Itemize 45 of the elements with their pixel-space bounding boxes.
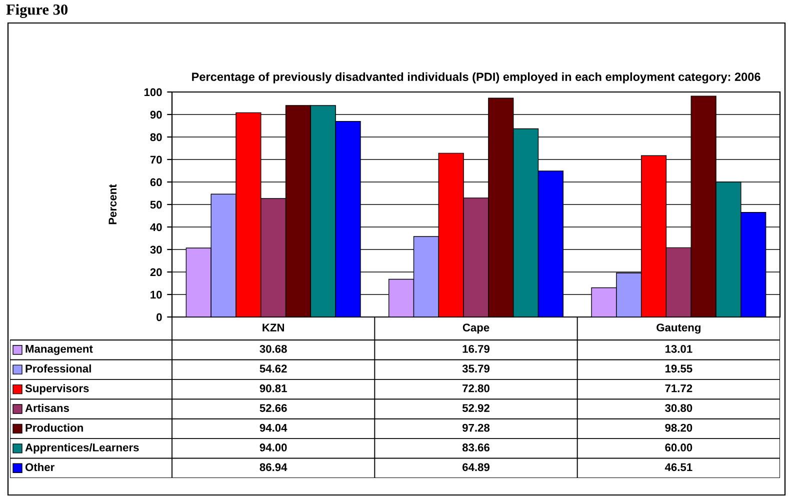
legend-label: Apprentices/Learners bbox=[25, 443, 139, 454]
data-label: 86.94 bbox=[260, 463, 288, 472]
y-tick-label: 50 bbox=[150, 200, 162, 209]
legend-label: Other bbox=[25, 462, 54, 472]
data-label: 60.00 bbox=[665, 444, 692, 452]
data-label: 94.00 bbox=[260, 444, 287, 452]
data-label: 52.66 bbox=[260, 404, 287, 412]
y-axis-title: Percent bbox=[108, 184, 117, 224]
x-tick-label: Cape bbox=[462, 324, 490, 334]
data-label: 30.80 bbox=[665, 404, 692, 412]
data-label: 30.68 bbox=[260, 344, 287, 353]
legend-label: Production bbox=[26, 424, 83, 432]
y-tick-label: 80 bbox=[150, 133, 162, 142]
y-tick-label: 90 bbox=[150, 110, 162, 119]
chart-title: Percentage of previously disadvanted individuals (PDI) employed in each employment category: 2006 bbox=[192, 72, 760, 84]
data-label: 16.79 bbox=[462, 344, 490, 353]
data-label: 35.79 bbox=[462, 364, 490, 373]
y-tick-label: 0 bbox=[156, 313, 162, 322]
legend-label: Supervisors bbox=[25, 384, 89, 394]
x-tick-label: KZN bbox=[262, 324, 284, 332]
data-label: 98.20 bbox=[665, 424, 692, 432]
data-label: 13.01 bbox=[665, 344, 692, 353]
data-label: 71.72 bbox=[665, 384, 692, 392]
data-label: 97.28 bbox=[462, 424, 490, 432]
data-label: 90.81 bbox=[260, 384, 287, 392]
data-label: 54.62 bbox=[260, 364, 287, 373]
legend-label: Artisans bbox=[25, 404, 70, 412]
data-label: 19.55 bbox=[665, 364, 692, 373]
legend-label: Professional bbox=[26, 364, 91, 373]
y-tick-label: 60 bbox=[150, 178, 162, 186]
data-label: 64.89 bbox=[462, 463, 490, 472]
data-label: 46.51 bbox=[664, 463, 692, 472]
caption: Figure 30 bbox=[6, 4, 68, 18]
data-label: 72.80 bbox=[462, 384, 490, 392]
y-tick-label: 40 bbox=[150, 223, 162, 232]
data-label: 83.66 bbox=[462, 444, 490, 452]
y-tick-label: 100 bbox=[144, 88, 162, 96]
x-tick-label: Gauteng bbox=[656, 324, 700, 334]
data-label: 94.04 bbox=[260, 424, 288, 432]
y-tick-label: 20 bbox=[150, 268, 162, 276]
y-tick-label: 70 bbox=[150, 156, 162, 164]
y-tick-label: 30 bbox=[150, 246, 162, 254]
data-label: 52.92 bbox=[462, 404, 490, 412]
y-tick-label: 10 bbox=[150, 290, 162, 299]
legend-label: Management bbox=[26, 345, 93, 356]
